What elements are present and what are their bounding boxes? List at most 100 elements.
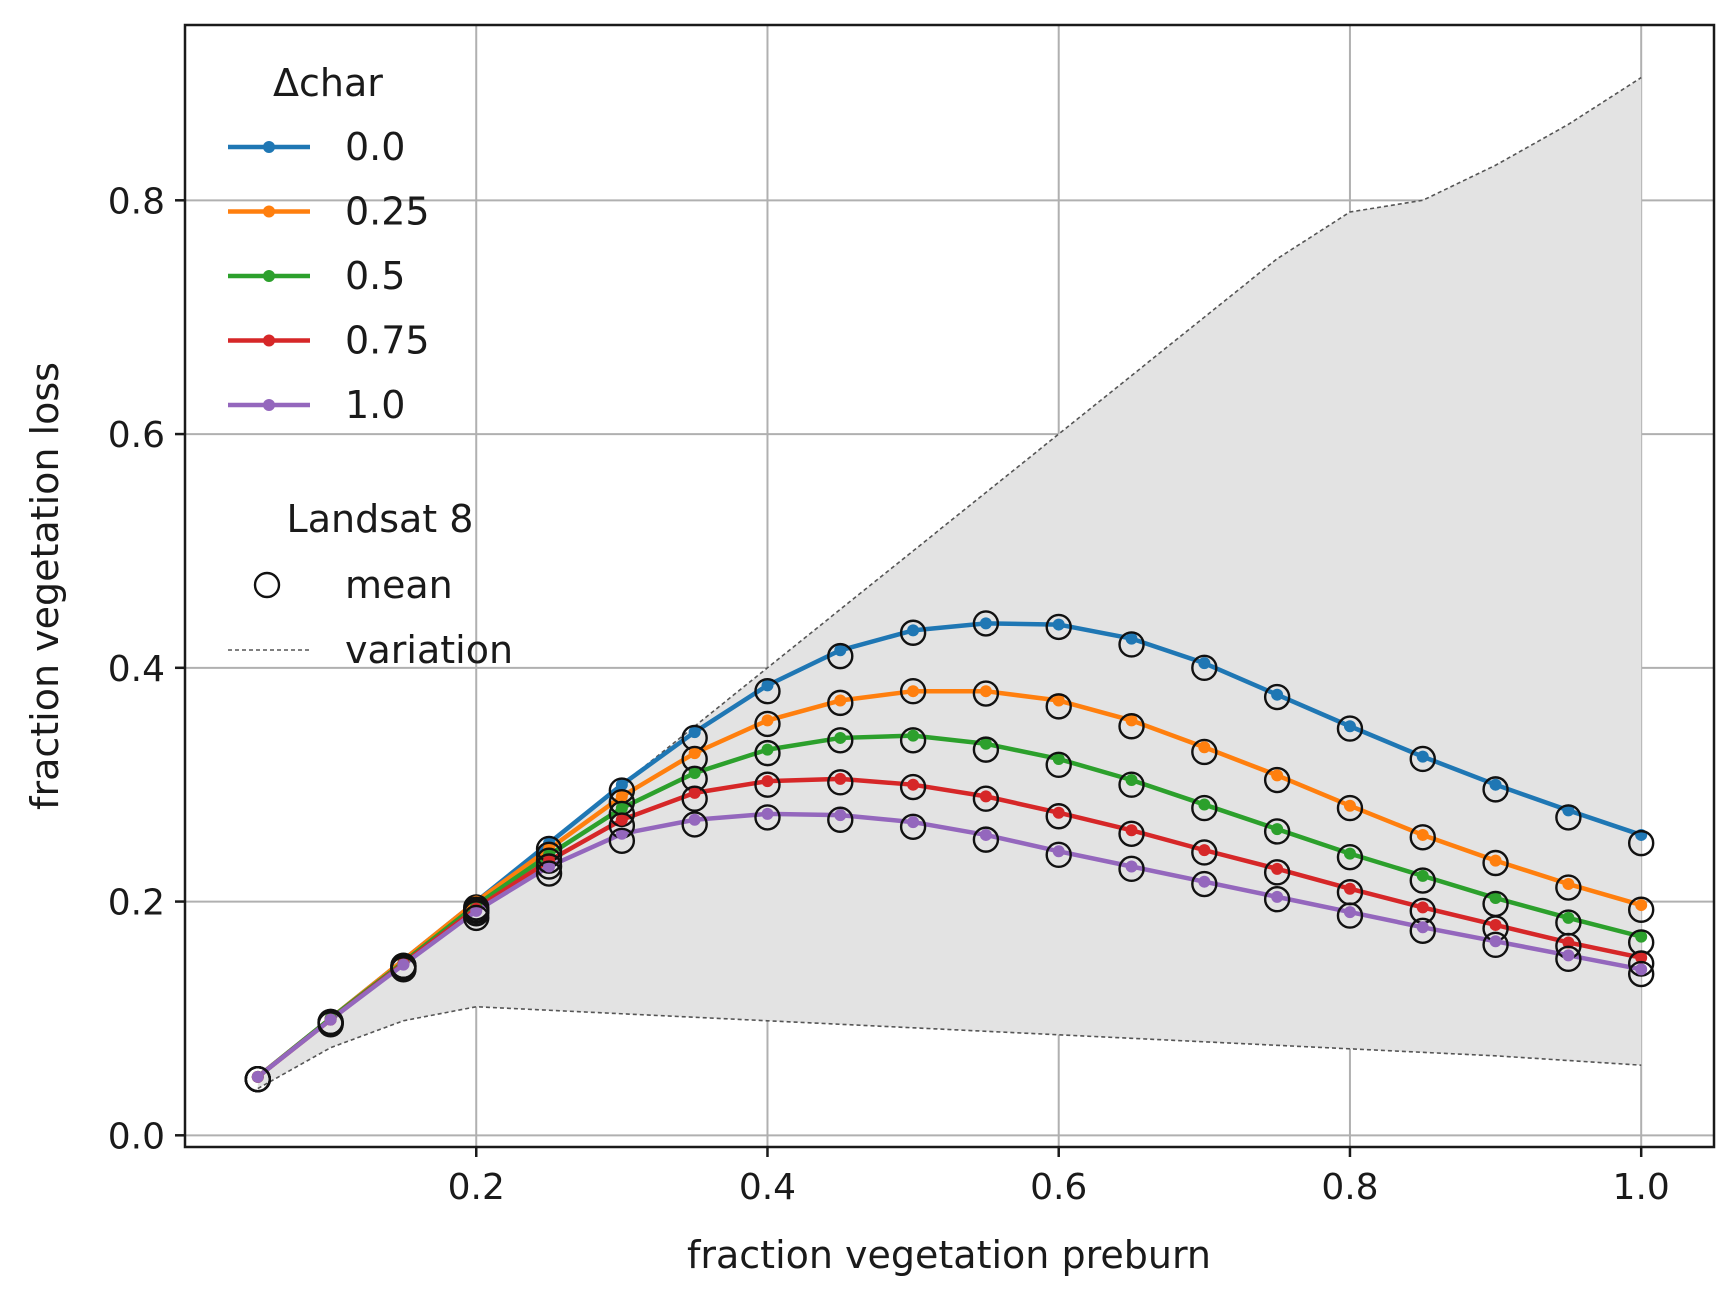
series-3-mean-marker: [754, 771, 781, 798]
series-4-mean-marker: [463, 904, 490, 932]
series-2-point: [979, 737, 992, 750]
series-3-point: [1052, 806, 1065, 819]
series-1-point: [1125, 714, 1138, 727]
variation-lower-line: [257, 1005, 1642, 1090]
x-tick-label: 1.0: [1613, 1167, 1670, 1208]
series-1-point: [1052, 694, 1065, 707]
legend-entry-label: 0.25: [345, 190, 430, 234]
series-0-point: [907, 624, 920, 637]
series-2-point: [1489, 892, 1502, 905]
series-1-mean-marker: [827, 689, 854, 717]
series-0-mean-marker: [1336, 715, 1364, 742]
legend-swatch-dot: [263, 270, 275, 282]
series-0-mean-marker: [1045, 613, 1072, 641]
series-1-mean-marker: [1118, 713, 1145, 740]
series-2-mean-marker: [1336, 843, 1364, 871]
series-4-point: [1198, 875, 1211, 888]
series-0-mean-marker: [1118, 631, 1145, 658]
series-4-point: [1489, 935, 1502, 948]
series-4-point: [1271, 890, 1284, 903]
series-0-point: [979, 617, 992, 630]
series-4-mean-marker: [1336, 902, 1364, 929]
series-4-mean-marker: [1627, 960, 1655, 988]
series-2-mean-marker: [827, 727, 854, 754]
series-2-point: [907, 729, 920, 742]
series-3-point: [979, 790, 992, 803]
x-axis-label: fraction vegetation preburn: [687, 1233, 1211, 1277]
series-1-mean-marker: [1482, 849, 1509, 877]
series-1-mean-marker: [1045, 693, 1072, 720]
legend-secondary-title: Landsat 8: [287, 497, 474, 541]
series-line-3: [255, 776, 1644, 1080]
series-4-mean-marker: [827, 806, 854, 833]
series-3-mean-marker: [972, 785, 1000, 812]
series-2-mean-marker: [1045, 751, 1072, 779]
series-3-point: [688, 786, 701, 799]
series-1-point: [1489, 854, 1502, 867]
series-0-mean-marker: [899, 619, 927, 646]
series-4-point: [1052, 845, 1065, 858]
series-4-mean-marker: [535, 860, 563, 887]
series-3-mean-marker: [1045, 803, 1072, 830]
series-1-point: [1562, 878, 1575, 891]
series-1-point: [615, 790, 628, 803]
series-2-mean-marker: [1118, 771, 1145, 798]
y-axis-ticks: 0.0 0.2 0.4 0.6 0.8: [108, 181, 185, 1157]
series-4-point: [543, 860, 556, 873]
series-2-point: [1562, 911, 1575, 924]
series-1-point: [834, 694, 847, 707]
series-0-mean-marker: [1409, 745, 1436, 773]
series-4-mean-marker: [317, 1011, 344, 1038]
series-1-mean-marker: [1336, 794, 1364, 822]
y-tick-label: 0.8: [108, 181, 165, 222]
series-4-point: [688, 813, 701, 826]
series-3-mean-marker: [1263, 859, 1291, 886]
series-2-point: [1198, 798, 1211, 811]
y-tick-label: 0.0: [108, 1116, 165, 1157]
series-0-point: [1489, 778, 1502, 791]
series-1-point: [1343, 799, 1356, 812]
series-0-mean-marker: [972, 610, 1000, 637]
legend-entry-label: 1.0: [345, 383, 405, 427]
y-tick-label: 0.6: [108, 415, 165, 456]
series-2-point: [1052, 752, 1065, 765]
series-4-point: [470, 904, 483, 917]
series-3-mean-marker: [899, 773, 927, 801]
series-0-point: [1343, 720, 1356, 733]
x-tick-label: 0.6: [1030, 1167, 1087, 1208]
series-4-mean-marker: [390, 956, 417, 983]
series-3-point: [907, 778, 920, 791]
legend-title: Δchar: [273, 61, 383, 105]
series-4-point: [615, 827, 628, 840]
series-4-point: [397, 958, 410, 971]
series-3-point: [1635, 951, 1648, 964]
x-axis-ticks: 0.2 0.4 0.6 0.8 1.0: [448, 1147, 1670, 1208]
series-3-point: [1416, 901, 1429, 914]
legend-variation-label: variation: [345, 628, 513, 672]
series-3-point: [761, 775, 774, 788]
series-1-point: [907, 685, 920, 698]
series-3-mean-marker: [1191, 839, 1218, 866]
series-2-point: [1271, 823, 1284, 836]
series-3-point: [1343, 882, 1356, 895]
legend: Δchar 0.0 0.25 0.5 0.75 1.0 Landsat 8 mean v…: [228, 61, 513, 672]
series-1-point: [761, 714, 774, 727]
series-2-mean-marker: [972, 736, 1000, 763]
series-2-point: [1416, 869, 1429, 882]
series-1-mean-marker: [1409, 824, 1436, 851]
series-0-mean-marker: [827, 642, 854, 670]
series-1-mean-marker: [1191, 738, 1218, 766]
series-1-point: [1416, 828, 1429, 841]
series-1-mean-marker: [1627, 896, 1655, 923]
series-4-mean-marker: [1263, 886, 1291, 913]
series-1-mean-marker: [899, 677, 927, 705]
series-3-point: [1562, 936, 1575, 949]
legend-entry-label: 0.5: [345, 254, 405, 298]
series-0-point: [615, 778, 628, 791]
series-1-point: [979, 685, 992, 698]
series-2-mean-marker: [1409, 867, 1436, 894]
series-2-point: [1125, 774, 1138, 787]
series-3-mean-marker: [1627, 950, 1655, 977]
series-1-point: [1198, 741, 1211, 754]
series-3-point: [1125, 824, 1138, 837]
